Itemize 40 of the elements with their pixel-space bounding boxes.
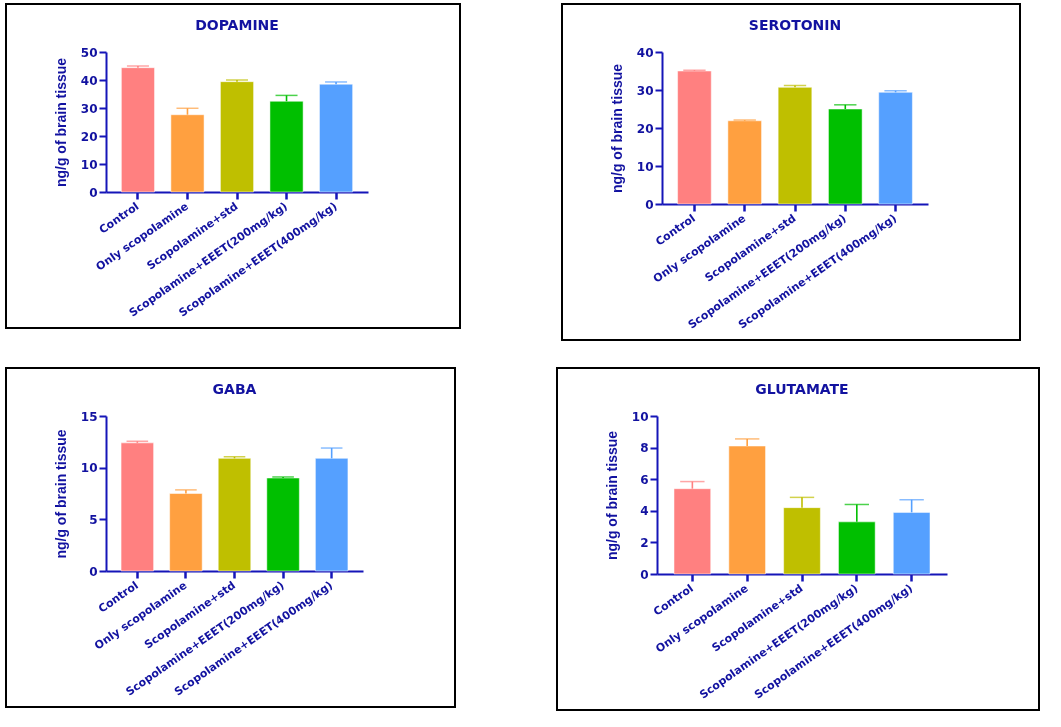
y-tick-label: 10 xyxy=(80,461,98,476)
bar xyxy=(219,81,255,193)
y-tick-label: 30 xyxy=(636,83,654,98)
y-tick-label: 20 xyxy=(80,129,98,144)
y-tick-label: 15 xyxy=(80,409,98,424)
y-tick-label: 0 xyxy=(640,567,649,582)
bar xyxy=(266,477,300,572)
y-tick-label: 50 xyxy=(80,45,98,60)
y-axis-title: ng/g of brain tissue xyxy=(608,63,625,194)
y-tick-label: 40 xyxy=(80,73,98,88)
y-tick-label: 10 xyxy=(631,409,649,424)
y-tick-label: 30 xyxy=(80,101,98,116)
chart-title: DOPAMINE xyxy=(195,17,279,33)
y-tick-label: 5 xyxy=(89,512,98,527)
y-tick-label: 0 xyxy=(645,197,654,212)
y-tick-label: 0 xyxy=(89,185,98,200)
y-tick-label: 6 xyxy=(640,472,649,487)
y-tick-label: 10 xyxy=(80,157,98,172)
bar xyxy=(677,70,712,205)
chart-title: GLUTAMATE xyxy=(755,381,849,397)
bar xyxy=(269,100,304,193)
y-tick-label: 40 xyxy=(636,45,654,60)
y-axis-title: ng/g of brain tissue xyxy=(52,429,69,559)
y-tick-label: 0 xyxy=(89,564,98,579)
y-tick-label: 8 xyxy=(640,441,649,456)
chart-title: SEROTONIN xyxy=(748,17,842,33)
bar xyxy=(777,86,813,205)
bar xyxy=(318,83,354,193)
chart-title: GABA xyxy=(212,381,257,397)
y-axis-title: ng/g of brain tissue xyxy=(52,57,69,188)
bar xyxy=(727,120,763,205)
bar xyxy=(120,442,155,572)
y-tick-label: 2 xyxy=(640,535,649,550)
y-tick-label: 4 xyxy=(640,504,649,519)
y-tick-label: 20 xyxy=(636,121,654,136)
bar xyxy=(878,91,913,205)
y-axis-title: ng/g of brain tissue xyxy=(603,430,620,561)
y-tick-label: 10 xyxy=(636,159,654,174)
bar xyxy=(120,67,156,193)
bar xyxy=(217,457,252,572)
